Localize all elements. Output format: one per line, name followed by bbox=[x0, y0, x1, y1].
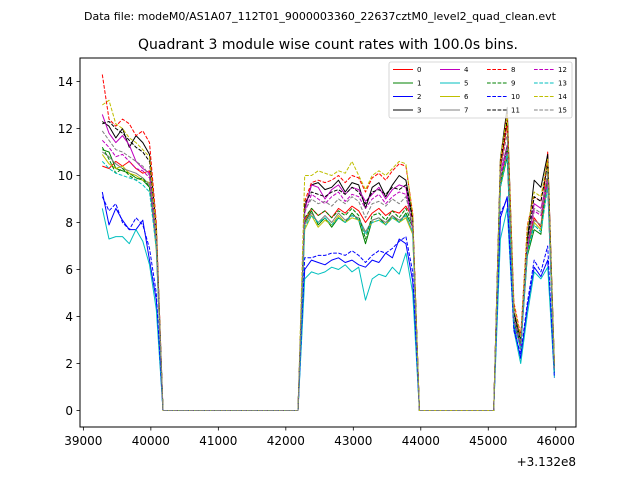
series-line-2 bbox=[101, 191, 555, 411]
y-tick-label: 14 bbox=[58, 75, 73, 89]
x-tick-label: 43000 bbox=[334, 434, 372, 448]
x-tick-label: 41000 bbox=[199, 434, 237, 448]
legend-label-11: 11 bbox=[511, 107, 520, 115]
legend-label-9: 9 bbox=[511, 80, 515, 88]
series-line-15 bbox=[101, 130, 555, 411]
series-line-14 bbox=[102, 99, 555, 411]
x-axis: 39000 40000 41000 42000 43000 44000 45000 46000 bbox=[64, 427, 575, 448]
y-axis: 0 2 4 6 8 10 12 14 bbox=[58, 75, 80, 418]
y-tick-label: 12 bbox=[58, 122, 73, 136]
x-tick-label: 42000 bbox=[267, 434, 305, 448]
series-line-3 bbox=[102, 106, 555, 411]
legend-box bbox=[388, 61, 573, 119]
series-line-9 bbox=[101, 146, 555, 411]
series-line-5 bbox=[101, 207, 555, 411]
legend-label-12: 12 bbox=[558, 66, 567, 74]
x-tick-label: 40000 bbox=[132, 434, 170, 448]
legend-label-7: 7 bbox=[464, 107, 468, 115]
x-tick-label: 45000 bbox=[469, 434, 507, 448]
legend-label-0: 0 bbox=[417, 66, 421, 74]
y-tick-label: 0 bbox=[65, 404, 73, 418]
y-tick-label: 2 bbox=[65, 357, 73, 371]
series-line-0 bbox=[102, 123, 555, 411]
legend-label-8: 8 bbox=[511, 66, 515, 74]
y-tick-label: 6 bbox=[65, 263, 73, 277]
series-line-13 bbox=[101, 153, 555, 411]
series-line-8 bbox=[101, 74, 555, 411]
chart-title: Quadrant 3 module wise count rates with … bbox=[138, 37, 518, 53]
x-tick-label: 39000 bbox=[64, 434, 102, 448]
legend-label-2: 2 bbox=[417, 93, 421, 101]
y-tick-label: 4 bbox=[65, 310, 73, 324]
legend-label-1: 1 bbox=[417, 80, 421, 88]
series-line-6 bbox=[101, 151, 555, 411]
data-file-suptitle: Data file: modeM0/AS1A07_112T01_90000033… bbox=[84, 10, 557, 23]
y-tick-label: 8 bbox=[65, 216, 73, 230]
legend-label-6: 6 bbox=[464, 93, 469, 101]
series-line-10 bbox=[101, 196, 555, 411]
legend-label-14: 14 bbox=[558, 93, 567, 101]
x-tick-label: 46000 bbox=[537, 434, 575, 448]
x-tick-label: 44000 bbox=[402, 434, 440, 448]
legend-label-10: 10 bbox=[511, 93, 520, 101]
legend-label-13: 13 bbox=[558, 80, 567, 88]
y-tick-label: 10 bbox=[58, 169, 73, 183]
legend-label-3: 3 bbox=[417, 107, 421, 115]
legend-label-4: 4 bbox=[464, 66, 469, 74]
legend-label-15: 15 bbox=[558, 107, 567, 115]
plot-area bbox=[79, 57, 577, 428]
legend-label-5: 5 bbox=[464, 80, 468, 88]
series-line-12 bbox=[101, 139, 555, 411]
series-line-11 bbox=[102, 118, 555, 411]
x-axis-offset-label: +3.132e8 bbox=[517, 455, 576, 469]
